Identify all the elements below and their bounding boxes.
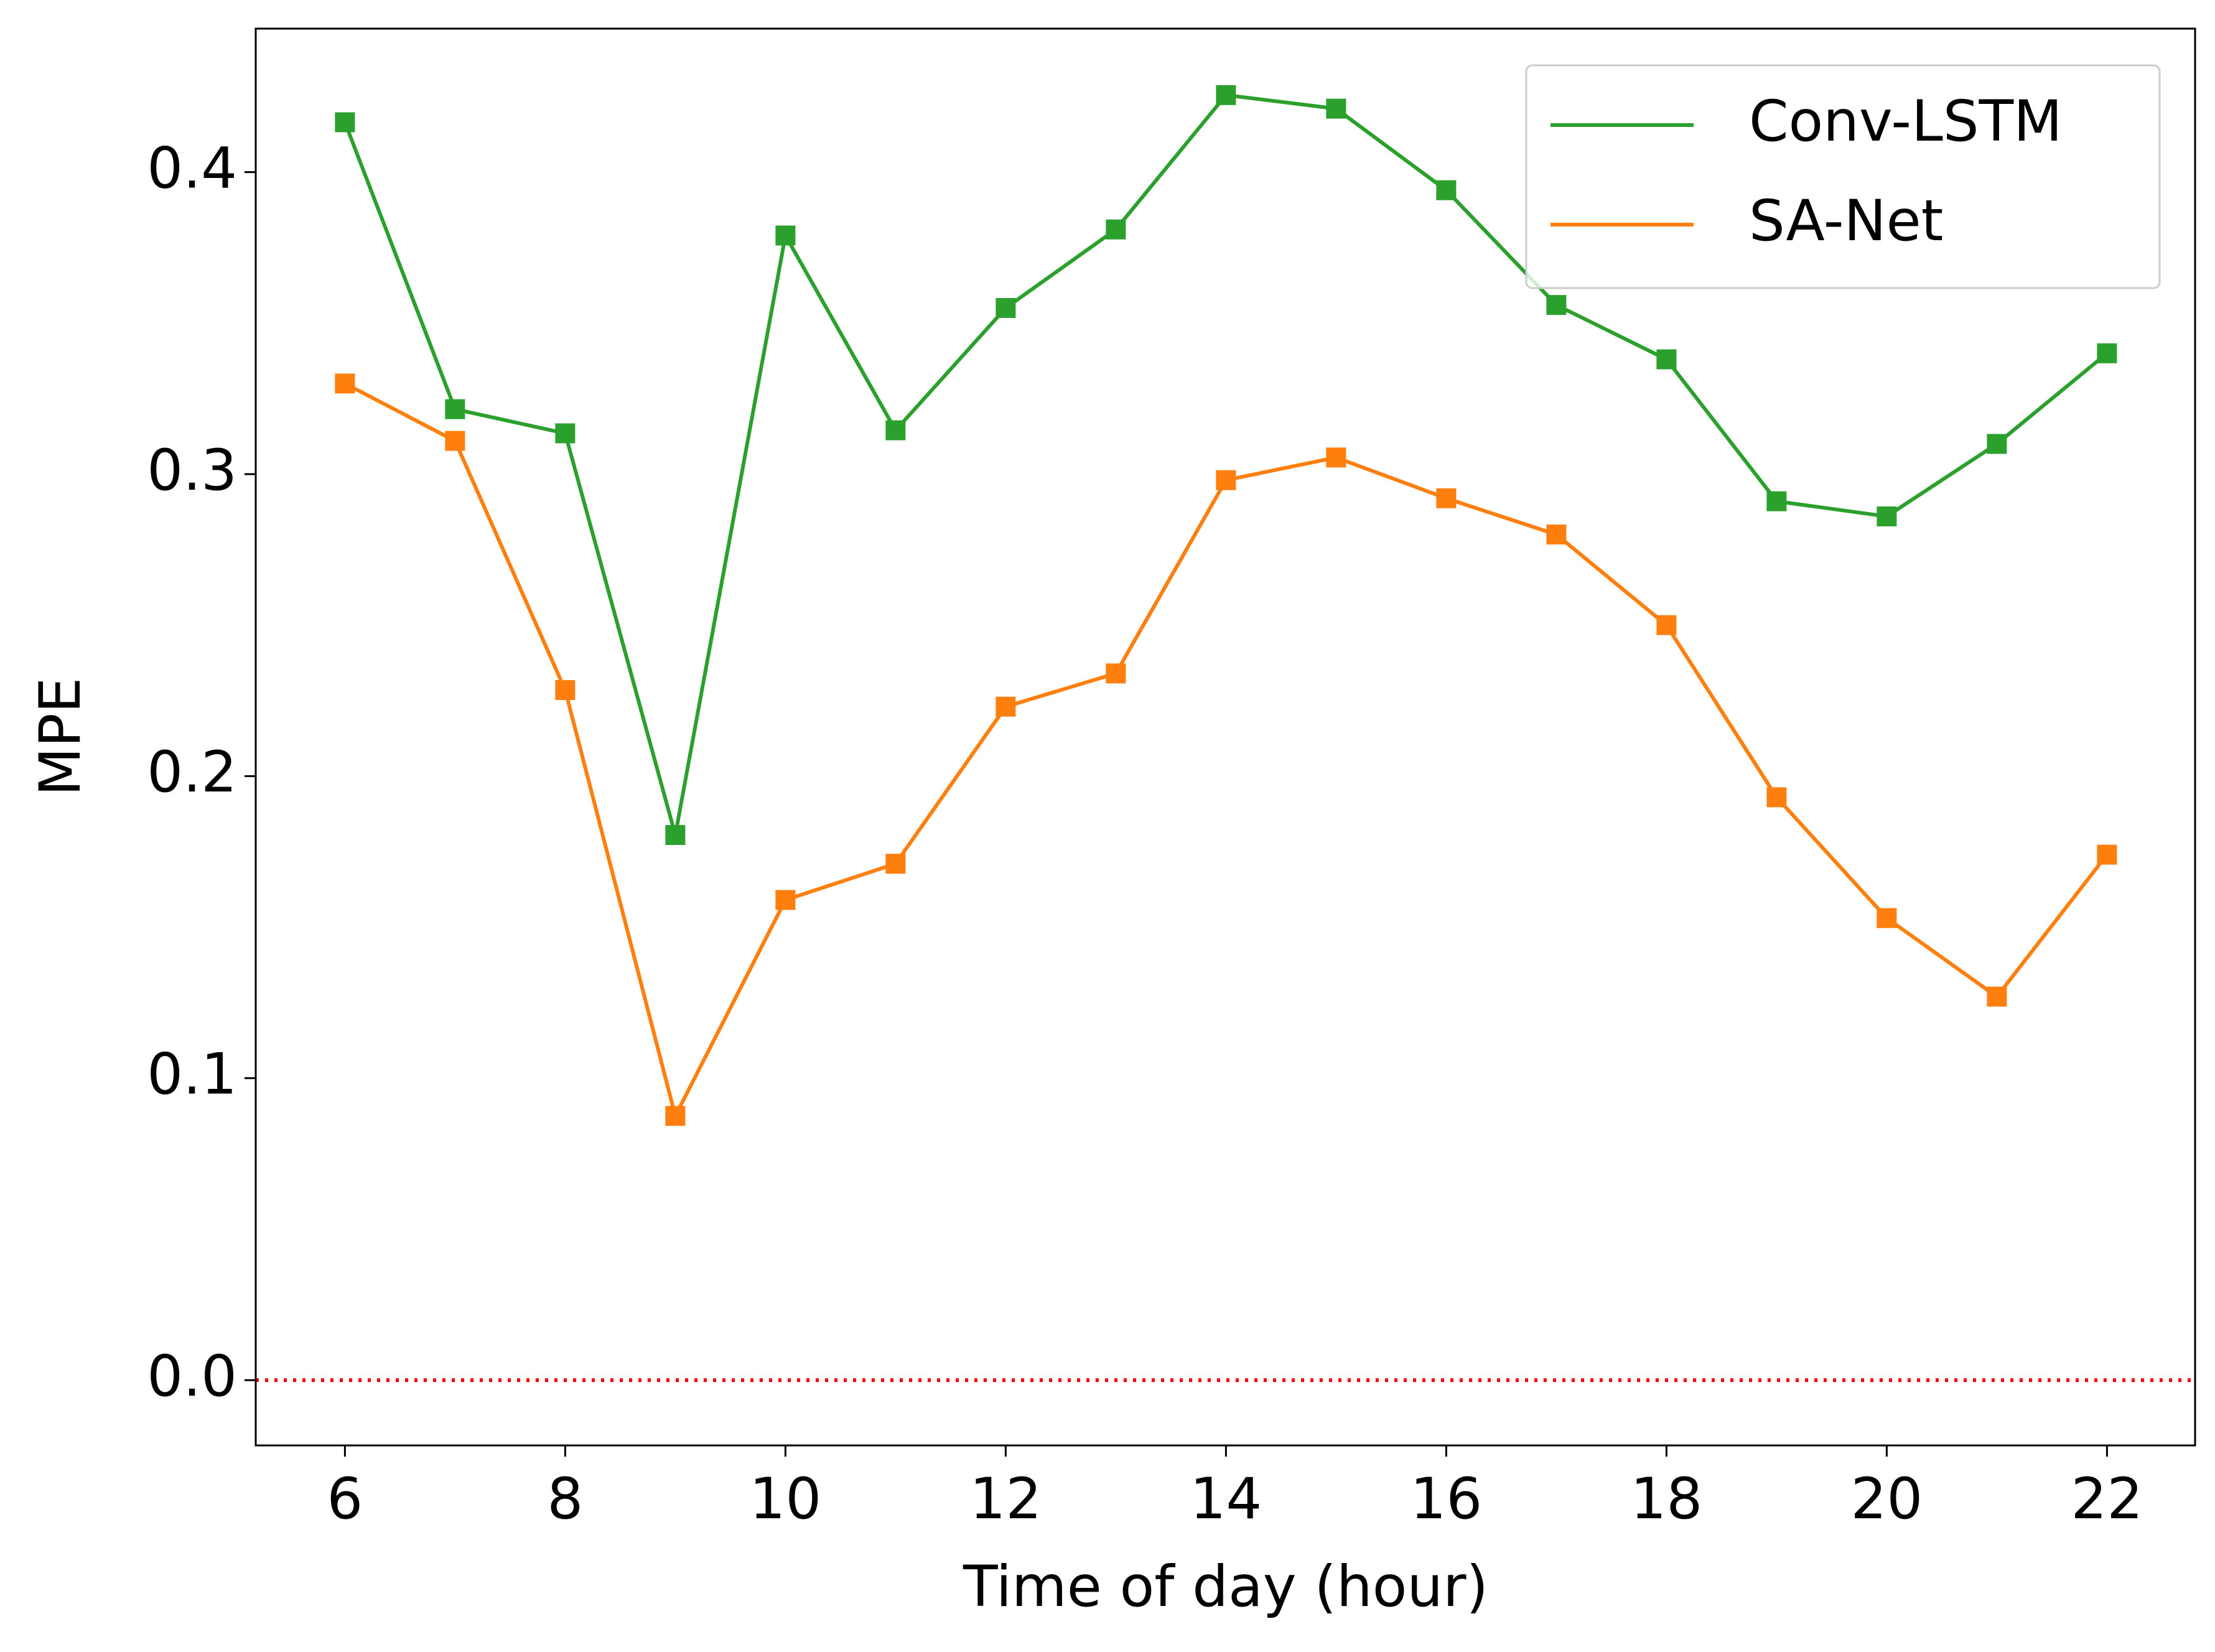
x-axis-label: Time of day (hour) xyxy=(963,1554,1488,1620)
marker xyxy=(2097,844,2117,865)
marker xyxy=(1877,506,1897,526)
y-tick-label: 0.4 xyxy=(147,136,237,201)
marker xyxy=(996,297,1016,318)
x-tick-label: 18 xyxy=(1630,1467,1702,1532)
x-tick-label: 22 xyxy=(2071,1467,2143,1532)
marker xyxy=(1216,85,1236,105)
marker xyxy=(555,423,576,444)
marker xyxy=(1546,295,1567,315)
x-tick-label: 8 xyxy=(547,1467,583,1532)
marker xyxy=(1766,787,1787,808)
x-tick-label: 14 xyxy=(1190,1467,1262,1532)
marker xyxy=(1656,349,1677,370)
x-tick-label: 16 xyxy=(1410,1467,1482,1532)
x-tick-label: 6 xyxy=(327,1467,363,1532)
marker xyxy=(335,112,355,133)
x-tick-label: 20 xyxy=(1850,1467,1923,1532)
y-tick-label: 0.1 xyxy=(147,1042,237,1108)
marker xyxy=(775,225,796,246)
y-tick-label: 0.2 xyxy=(147,740,237,805)
marker xyxy=(445,399,465,419)
marker xyxy=(445,431,465,451)
marker xyxy=(1656,615,1677,635)
marker xyxy=(1436,180,1457,200)
marker xyxy=(1766,491,1787,511)
marker xyxy=(1216,470,1236,490)
legend-box xyxy=(1525,64,2161,289)
plot-frame xyxy=(254,27,2196,1447)
x-tick-label: 12 xyxy=(969,1467,1042,1532)
legend-label: Conv-LSTM xyxy=(1749,89,2063,154)
marker xyxy=(335,373,355,394)
marker xyxy=(996,696,1016,717)
series-line xyxy=(343,381,2109,1121)
marker xyxy=(555,680,576,701)
marker xyxy=(665,1106,686,1126)
marker xyxy=(1326,98,1346,119)
x-tick-label: 10 xyxy=(749,1467,821,1532)
legend-label: SA-Net xyxy=(1749,189,1943,254)
marker xyxy=(1436,488,1457,508)
marker xyxy=(1987,434,2007,454)
marker xyxy=(2097,343,2117,363)
marker xyxy=(1326,447,1346,468)
marker xyxy=(885,854,906,874)
marker xyxy=(885,420,906,441)
marker xyxy=(1877,908,1897,928)
marker xyxy=(1106,219,1126,240)
marker xyxy=(775,890,796,910)
y-tick-label: 0.3 xyxy=(147,438,237,503)
marker xyxy=(665,825,686,846)
marker xyxy=(1106,663,1126,684)
y-axis-label: MPE xyxy=(28,678,93,796)
marker xyxy=(1546,525,1567,545)
y-tick-label: 0.0 xyxy=(147,1344,237,1409)
marker xyxy=(1987,986,2007,1007)
